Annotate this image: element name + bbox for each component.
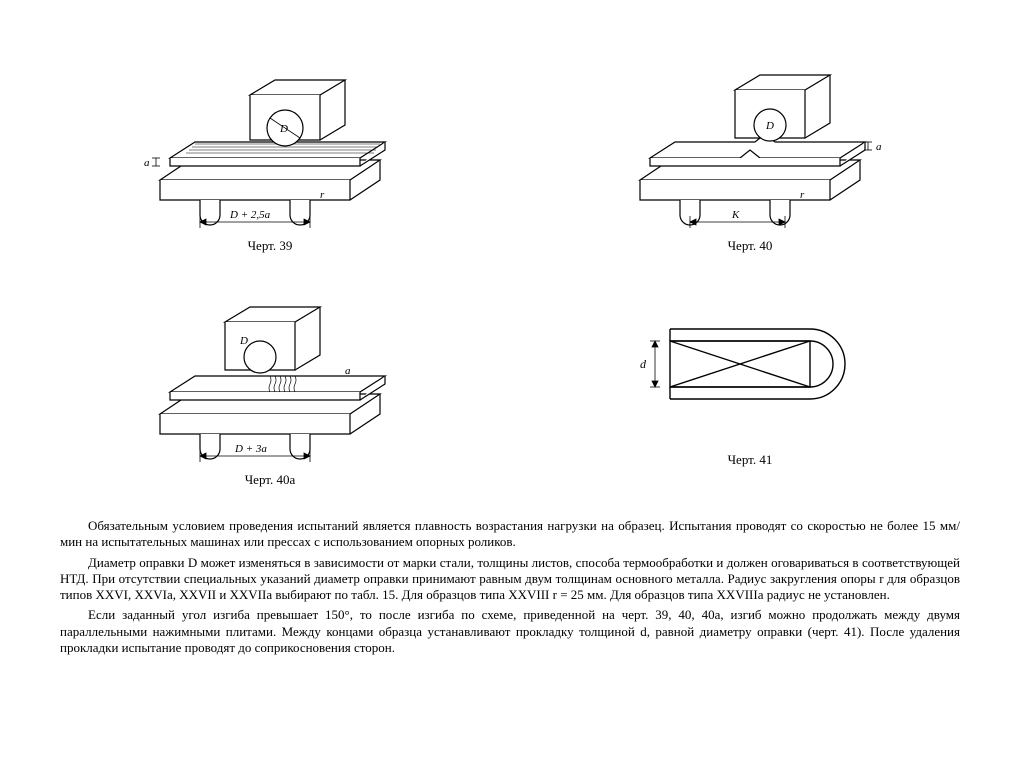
- figures-grid: a r D D + 2,5a Черт. 39: [60, 40, 960, 488]
- figure-41-svg: d: [600, 274, 900, 444]
- dim-bottom-40a: D + 3a: [234, 443, 267, 455]
- page: a r D D + 2,5a Черт. 39: [60, 40, 960, 660]
- figure-40a: D a D + 3a Черт. 40а: [60, 274, 480, 488]
- caption-40a: Черт. 40а: [245, 472, 296, 488]
- paragraph-2: Диаметр оправки D может изменяться в зав…: [60, 555, 960, 604]
- figure-39: a r D D + 2,5a Черт. 39: [60, 40, 480, 254]
- caption-40: Черт. 40: [728, 238, 773, 254]
- figure-40a-svg: D a D + 3a: [120, 274, 420, 464]
- dim-bottom-40: К: [731, 209, 740, 221]
- dim-bottom-39: D + 2,5a: [229, 209, 271, 221]
- paragraph-3: Если заданный угол изгиба превышает 150°…: [60, 607, 960, 656]
- label-r-40: r: [800, 189, 805, 201]
- label-D: D: [279, 123, 288, 135]
- figure-40-svg: D r a К: [600, 40, 900, 230]
- label-a-40a: a: [345, 365, 351, 377]
- paragraph-1: Обязательным условием проведения испытан…: [60, 518, 960, 551]
- label-r: r: [320, 189, 325, 201]
- body-text: Обязательным условием проведения испытан…: [60, 518, 960, 656]
- label-D-40: D: [765, 120, 774, 132]
- caption-39: Черт. 39: [248, 238, 293, 254]
- label-a: a: [144, 157, 150, 169]
- label-d-41: d: [640, 357, 647, 371]
- figure-41: d Черт. 41: [540, 274, 960, 488]
- figure-39-svg: a r D D + 2,5a: [120, 40, 420, 230]
- figure-40: D r a К Черт. 40: [540, 40, 960, 254]
- label-D-40a: D: [239, 335, 248, 347]
- label-a-40: a: [876, 141, 882, 153]
- caption-41: Черт. 41: [728, 452, 773, 468]
